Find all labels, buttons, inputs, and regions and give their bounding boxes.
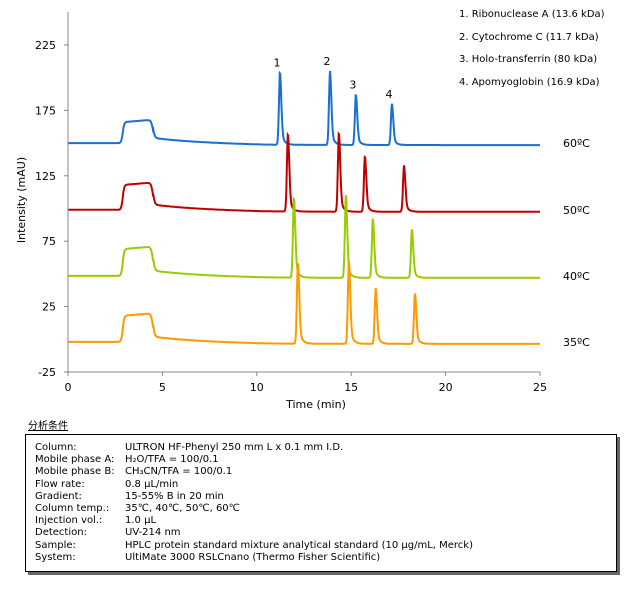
condition-value: CH₃CN/TFA = 100/0.1 <box>125 466 233 478</box>
condition-row: Injection vol.: 1.0 μL <box>35 515 616 527</box>
condition-key: Sample: <box>35 539 76 551</box>
condition-row: Mobile phase A: H₂O/TFA = 100/0.1 <box>35 454 616 466</box>
legend-item: 3. Holo-transferrin (80 kDa) <box>459 54 598 65</box>
trace-3 <box>68 260 540 345</box>
condition-key: Mobile phase B: <box>35 466 115 478</box>
trace-0 <box>68 70 540 147</box>
trace-temp-label: 50ºC <box>563 204 590 217</box>
x-tick-label: 15 <box>344 381 358 394</box>
trace-temp-label: 35ºC <box>563 336 590 349</box>
condition-value: 35℃, 40℃, 50℃, 60℃ <box>125 503 240 515</box>
condition-row: Mobile phase B: CH₃CN/TFA = 100/0.1 <box>35 466 616 478</box>
condition-key: Column temp.: <box>35 503 110 515</box>
x-tick-label: 5 <box>159 381 166 394</box>
peak-legend: 1. Ribonuclease A (13.6 kDa) 2. Cytochro… <box>459 4 605 94</box>
condition-key: Flow rate: <box>35 478 85 490</box>
y-axis-label: Intensity (mAU) <box>15 157 28 243</box>
condition-row: Column temp.: 35℃, 40℃, 50℃, 60℃ <box>35 503 616 515</box>
condition-value: UltiMate 3000 RSLCnano (Thermo Fisher Sc… <box>125 551 381 563</box>
condition-key: Detection: <box>35 527 87 539</box>
legend-item: 1. Ribonuclease A (13.6 kDa) <box>459 9 605 20</box>
condition-value: H₂O/TFA = 100/0.1 <box>125 454 219 466</box>
condition-row: Sample: HPLC protein standard mixture ana… <box>35 540 616 552</box>
condition-key: Column: <box>35 442 77 453</box>
condition-key: Injection vol.: <box>35 515 103 527</box>
condition-row: Gradient: 15-55% B in 20 min <box>35 491 616 503</box>
y-tick-label: 225 <box>35 39 56 52</box>
x-tick-label: 25 <box>533 381 547 394</box>
chromatogram-chart: 60ºC 1 2 3 4 50ºC 40ºC 35ºC 0 5 10 15 20 25 225 175 125… <box>15 12 590 411</box>
condition-value: UV-214 nm <box>125 527 181 539</box>
peak-label: 2 <box>324 55 331 68</box>
y-tick-label: 175 <box>35 104 56 117</box>
condition-row: Flow rate: 0.8 μL/min <box>35 479 616 491</box>
condition-row: Detection: UV-214 nm <box>35 527 616 539</box>
legend-item: 4. Apomyoglobin (16.9 kDa) <box>459 76 600 88</box>
condition-key: Gradient: <box>35 490 82 502</box>
condition-value: 15-55% B in 20 min <box>125 490 224 502</box>
y-tick-label: -25 <box>38 366 56 379</box>
condition-key: Mobile phase A: <box>35 454 115 466</box>
trace-temp-label: 60ºC <box>563 137 590 150</box>
y-tick-label: 25 <box>42 301 56 314</box>
condition-value: ULTRON HF-Phenyl 250 mm L x 0.1 mm I.D. <box>125 442 344 453</box>
condition-value: 0.8 μL/min <box>125 478 179 490</box>
x-tick-label: 10 <box>250 381 264 394</box>
trace-1 <box>68 131 540 213</box>
condition-row: System: UltiMate 3000 RSLCnano (Thermo Fi… <box>35 552 616 564</box>
y-tick-label: 75 <box>42 235 56 248</box>
x-tick-label: 0 <box>65 381 72 394</box>
peak-label: 3 <box>349 79 356 92</box>
conditions-box: Column: ULTRON HF-Phenyl 250 mm L x 0.1 m… <box>25 434 617 572</box>
peak-label: 1 <box>274 56 281 69</box>
condition-value: 1.0 μL <box>125 515 157 527</box>
trace-2 <box>68 195 540 279</box>
x-tick-label: 20 <box>439 381 453 394</box>
conditions-title: 分析条件 <box>28 421 68 432</box>
condition-value: HPLC protein standard mixture analytical… <box>125 539 473 551</box>
peak-label: 4 <box>385 88 392 101</box>
condition-row: Column: ULTRON HF-Phenyl 250 mm L x 0.1 m… <box>35 442 616 454</box>
y-tick-label: 125 <box>35 170 56 183</box>
condition-key: System: <box>35 551 76 563</box>
legend-item: 2. Cytochrome C (11.7 kDa) <box>459 31 599 43</box>
trace-temp-label: 40ºC <box>563 270 590 283</box>
x-axis-label: Time (min) <box>285 398 346 411</box>
